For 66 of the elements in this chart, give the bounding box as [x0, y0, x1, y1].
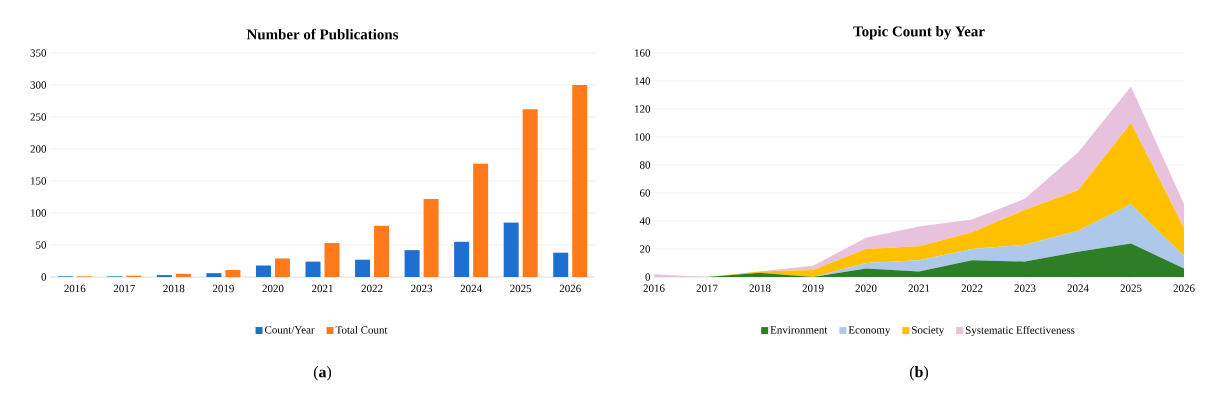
y-tick-label: 140 — [635, 77, 651, 85]
x-tick-label: 2023 — [1014, 284, 1036, 292]
bar — [175, 273, 191, 277]
x-tick-label: 2016 — [64, 284, 86, 293]
bar — [324, 243, 340, 277]
y-tick-label: 0 — [41, 273, 47, 281]
y-tick-label: 160 — [635, 49, 651, 57]
x-tick-label: 2020 — [855, 284, 877, 292]
x-tick-label: 2019 — [212, 284, 234, 293]
bar — [404, 250, 420, 277]
x-tick-label: 2026 — [1173, 284, 1195, 292]
bar — [206, 273, 222, 277]
y-tick-label: 250 — [30, 113, 47, 121]
legend-label: Total Count — [335, 325, 388, 334]
chart-title: Number of Publications — [246, 28, 399, 40]
x-tick-label: 2025 — [1120, 284, 1142, 292]
bar — [305, 261, 321, 277]
bar — [423, 198, 439, 277]
y-tick-label: 60 — [640, 189, 651, 197]
legend-label: Society — [912, 326, 945, 336]
chart-title: Topic Count by Year — [853, 25, 985, 40]
bar — [553, 252, 569, 277]
bar — [355, 259, 371, 277]
y-tick-label: 300 — [30, 81, 47, 89]
x-tick-label: 2017 — [696, 284, 718, 292]
x-tick-label: 2022 — [961, 284, 983, 292]
y-tick-label: 100 — [31, 209, 47, 217]
bar — [454, 241, 470, 277]
x-tick-label: 2021 — [312, 284, 333, 293]
x-tick-label: 2024 — [460, 284, 482, 293]
bar — [274, 258, 290, 277]
y-tick-label: 350 — [30, 49, 47, 57]
x-tick-label: 2025 — [510, 284, 532, 293]
x-tick-label: 2020 — [262, 284, 284, 293]
x-tick-label: 2026 — [559, 284, 581, 293]
y-tick-label: 80 — [639, 161, 651, 169]
y-tick-label: 150 — [31, 177, 47, 185]
legend-label: Environment — [770, 326, 828, 334]
y-tick-label: 0 — [645, 273, 651, 281]
x-tick-label: 2024 — [1067, 284, 1089, 292]
x-tick-label: 2018 — [163, 284, 185, 293]
x-tick-label: 2022 — [361, 284, 383, 293]
bar — [473, 163, 489, 277]
y-tick-label: 100 — [635, 133, 651, 141]
legend-label: Count/Year — [265, 326, 315, 334]
x-tick-label: 2023 — [411, 284, 433, 293]
x-tick-label: 2016 — [643, 284, 665, 292]
x-tick-label: 2021 — [908, 284, 930, 292]
text: (a) — [313, 366, 332, 381]
bar — [225, 269, 241, 277]
x-tick-label: 2019 — [802, 284, 824, 292]
bar — [503, 222, 519, 277]
y-tick-label: 200 — [30, 145, 47, 153]
y-tick-label: 120 — [635, 105, 651, 113]
bar — [522, 109, 538, 277]
bar — [572, 85, 588, 277]
bar — [255, 265, 271, 277]
y-tick-label: 50 — [36, 241, 47, 249]
y-tick-label: 40 — [639, 217, 651, 225]
text: (b) — [909, 366, 929, 381]
legend-label: Economy — [848, 326, 891, 336]
y-tick-label: 20 — [640, 245, 651, 253]
x-tick-label: 2018 — [749, 284, 771, 292]
legend-label: Systematic Effectiveness — [965, 325, 1075, 337]
bar — [374, 225, 390, 277]
x-tick-label: 2017 — [113, 284, 135, 293]
